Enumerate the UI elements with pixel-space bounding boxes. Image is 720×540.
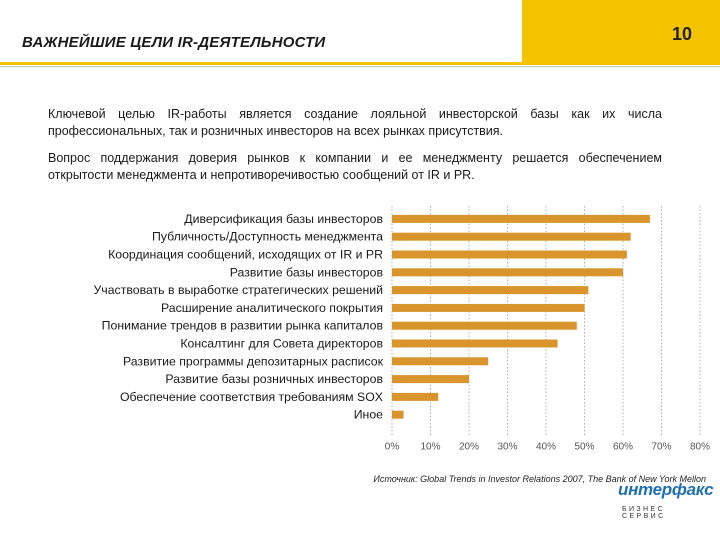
bar	[392, 286, 589, 295]
bar	[392, 357, 489, 366]
logo-wordmark: интерфакс	[618, 480, 714, 499]
category-label: Развитие базы розничных инвесторов	[165, 372, 383, 386]
category-label: Расширение аналитического покрытия	[161, 301, 383, 315]
bar	[392, 214, 650, 223]
bar	[392, 232, 631, 241]
paragraph-trust: Вопрос поддержания доверия рынков к комп…	[48, 151, 662, 182]
header-grey-rule	[0, 66, 720, 67]
category-label: Развитие базы инвесторов	[230, 265, 383, 279]
header-rule	[0, 62, 720, 65]
category-label: Развитие программы депозитарных расписок	[123, 354, 384, 368]
x-tick-label: 30%	[497, 442, 517, 453]
bar	[392, 303, 585, 312]
category-label: Диверсификация базы инвесторов	[184, 212, 383, 226]
page-number: 10	[671, 24, 692, 44]
bar	[392, 410, 404, 419]
x-tick-label: 20%	[459, 442, 479, 453]
bar	[392, 392, 439, 401]
bar	[392, 250, 627, 259]
x-tick-label: 50%	[574, 442, 594, 453]
page-number-box: 10	[522, 0, 720, 62]
x-tick-label: 80%	[690, 442, 710, 453]
bar-chart: 0% 10% 20% 30% 40% 50% 60% 70% 80% Диверсификация…	[94, 206, 710, 453]
logo-tagline: БИЗНЕС СЕРВИС	[622, 506, 666, 520]
x-tick-label: 40%	[536, 442, 556, 453]
interfax-logo: интерфакс БИЗНЕС СЕРВИС	[614, 480, 714, 536]
bar	[392, 268, 623, 277]
x-tick-label: 60%	[613, 442, 633, 453]
source-note: Источник: Global Trends in Investor Rela…	[373, 474, 706, 484]
category-label: Консалтинг для Совета директоров	[180, 337, 383, 351]
category-label: Иное	[354, 408, 383, 422]
category-label: Участвовать в выработке стратегических р…	[94, 283, 384, 297]
paragraph-goal: Ключевой целью IR-работы является создан…	[48, 107, 662, 138]
x-tick-label: 70%	[651, 442, 671, 453]
category-label: Координация сообщений, исходящих от IR и…	[108, 248, 383, 262]
page-title: ВАЖНЕЙШИЕ ЦЕЛИ IR-ДЕЯТЕЛЬНОСТИ	[22, 34, 326, 51]
category-label: Обеспечение соответствия требованиям SOX	[120, 390, 383, 404]
category-label: Публичность/Доступность менеджмента	[152, 230, 383, 244]
bar	[392, 321, 577, 330]
category-label: Понимание трендов в развитии рынка капит…	[102, 319, 383, 333]
x-tick-label: 10%	[420, 442, 440, 453]
bar	[392, 375, 469, 384]
bar	[392, 339, 558, 348]
x-tick-label: 0%	[385, 442, 400, 453]
